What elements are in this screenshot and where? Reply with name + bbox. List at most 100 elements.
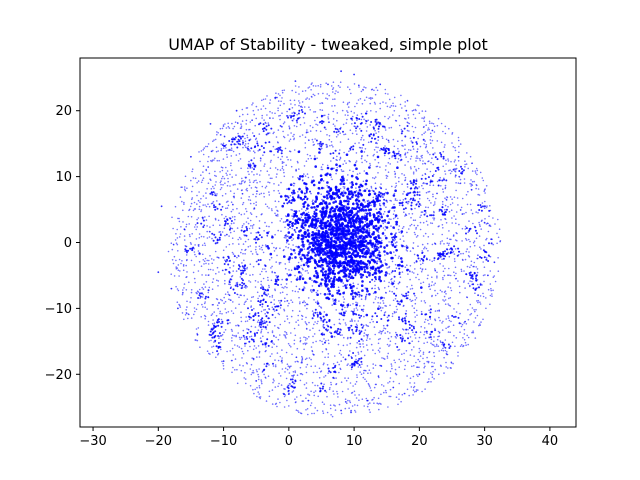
scatter-point bbox=[383, 192, 386, 195]
scatter-point bbox=[329, 152, 332, 155]
scatter-point bbox=[485, 223, 488, 225]
scatter-point bbox=[425, 206, 427, 208]
scatter-point bbox=[471, 162, 474, 164]
scatter-point bbox=[214, 174, 216, 177]
scatter-point bbox=[425, 220, 428, 223]
scatter-point bbox=[421, 156, 423, 159]
scatter-point bbox=[237, 238, 239, 241]
scatter-point bbox=[209, 268, 212, 271]
scatter-point bbox=[276, 150, 279, 153]
scatter-point bbox=[398, 393, 400, 395]
scatter-point bbox=[358, 146, 361, 149]
scatter-point bbox=[208, 205, 211, 208]
scatter-point bbox=[387, 352, 390, 355]
scatter-point bbox=[335, 331, 338, 334]
scatter-point bbox=[423, 342, 425, 345]
scatter-point bbox=[431, 222, 434, 225]
scatter-point bbox=[183, 239, 186, 241]
scatter-point bbox=[368, 229, 371, 232]
scatter-point bbox=[421, 250, 424, 252]
scatter-point bbox=[387, 162, 390, 164]
scatter-point bbox=[321, 340, 323, 343]
scatter-point bbox=[221, 144, 224, 147]
scatter-point bbox=[313, 206, 316, 209]
scatter-point bbox=[453, 215, 455, 217]
scatter-point bbox=[394, 157, 397, 160]
scatter-point bbox=[394, 335, 397, 338]
scatter-point bbox=[386, 267, 389, 269]
scatter-point bbox=[352, 170, 354, 173]
scatter-point bbox=[287, 365, 290, 368]
scatter-point bbox=[484, 274, 486, 276]
scatter-point bbox=[329, 371, 332, 374]
scatter-point bbox=[281, 278, 284, 281]
scatter-point bbox=[410, 223, 413, 226]
scatter-point bbox=[201, 286, 203, 289]
scatter-point bbox=[190, 291, 193, 294]
scatter-point bbox=[217, 352, 220, 355]
scatter-point bbox=[425, 247, 428, 250]
scatter-point bbox=[215, 146, 218, 149]
scatter-point bbox=[455, 167, 458, 170]
scatter-point bbox=[477, 193, 480, 196]
scatter-point bbox=[494, 223, 496, 225]
scatter-point bbox=[254, 238, 257, 240]
scatter-point bbox=[197, 180, 200, 182]
scatter-point bbox=[293, 133, 295, 136]
scatter-point bbox=[382, 385, 385, 387]
scatter-point bbox=[268, 321, 271, 324]
scatter-point bbox=[431, 276, 433, 279]
scatter-point bbox=[429, 336, 432, 339]
scatter-point bbox=[182, 209, 184, 212]
scatter-point bbox=[338, 371, 340, 374]
scatter-point bbox=[205, 219, 208, 221]
scatter-point bbox=[332, 123, 335, 125]
scatter-point bbox=[441, 290, 443, 293]
scatter-point bbox=[320, 285, 323, 287]
scatter-point bbox=[417, 358, 420, 361]
scatter-point bbox=[380, 147, 383, 150]
scatter-point bbox=[454, 159, 456, 161]
scatter-point bbox=[407, 332, 410, 335]
scatter-point bbox=[324, 114, 326, 117]
scatter-point bbox=[252, 265, 255, 268]
scatter-point bbox=[266, 235, 269, 237]
scatter-point bbox=[475, 187, 477, 190]
scatter-point bbox=[472, 241, 475, 244]
scatter-point bbox=[418, 278, 420, 281]
scatter-point bbox=[311, 349, 314, 352]
scatter-point bbox=[433, 336, 435, 338]
scatter-point bbox=[330, 332, 333, 335]
scatter-point bbox=[406, 231, 408, 234]
scatter-point bbox=[424, 301, 427, 304]
scatter-point bbox=[257, 150, 260, 152]
scatter-point bbox=[340, 354, 343, 356]
scatter-point bbox=[288, 344, 291, 347]
scatter-point bbox=[276, 168, 279, 171]
scatter-point bbox=[398, 316, 400, 319]
scatter-point bbox=[468, 220, 470, 222]
scatter-point bbox=[345, 205, 347, 207]
scatter-point bbox=[286, 273, 289, 275]
scatter-point bbox=[485, 307, 487, 310]
scatter-point bbox=[356, 374, 358, 376]
scatter-point bbox=[233, 255, 236, 258]
scatter-point bbox=[361, 161, 363, 164]
scatter-point bbox=[461, 172, 463, 175]
scatter-point bbox=[225, 201, 228, 203]
scatter-point bbox=[377, 139, 380, 141]
scatter-point bbox=[372, 367, 375, 369]
scatter-point bbox=[258, 323, 261, 326]
scatter-point bbox=[431, 376, 434, 379]
scatter-point bbox=[355, 380, 358, 383]
scatter-point bbox=[288, 108, 291, 111]
scatter-point bbox=[373, 101, 376, 104]
scatter-point bbox=[174, 239, 177, 241]
scatter-point bbox=[442, 157, 445, 160]
scatter-point bbox=[321, 333, 324, 336]
scatter-point bbox=[367, 403, 370, 405]
scatter-point bbox=[389, 106, 391, 108]
scatter-point bbox=[220, 298, 222, 301]
scatter-point bbox=[322, 114, 325, 117]
scatter-point bbox=[268, 395, 271, 398]
